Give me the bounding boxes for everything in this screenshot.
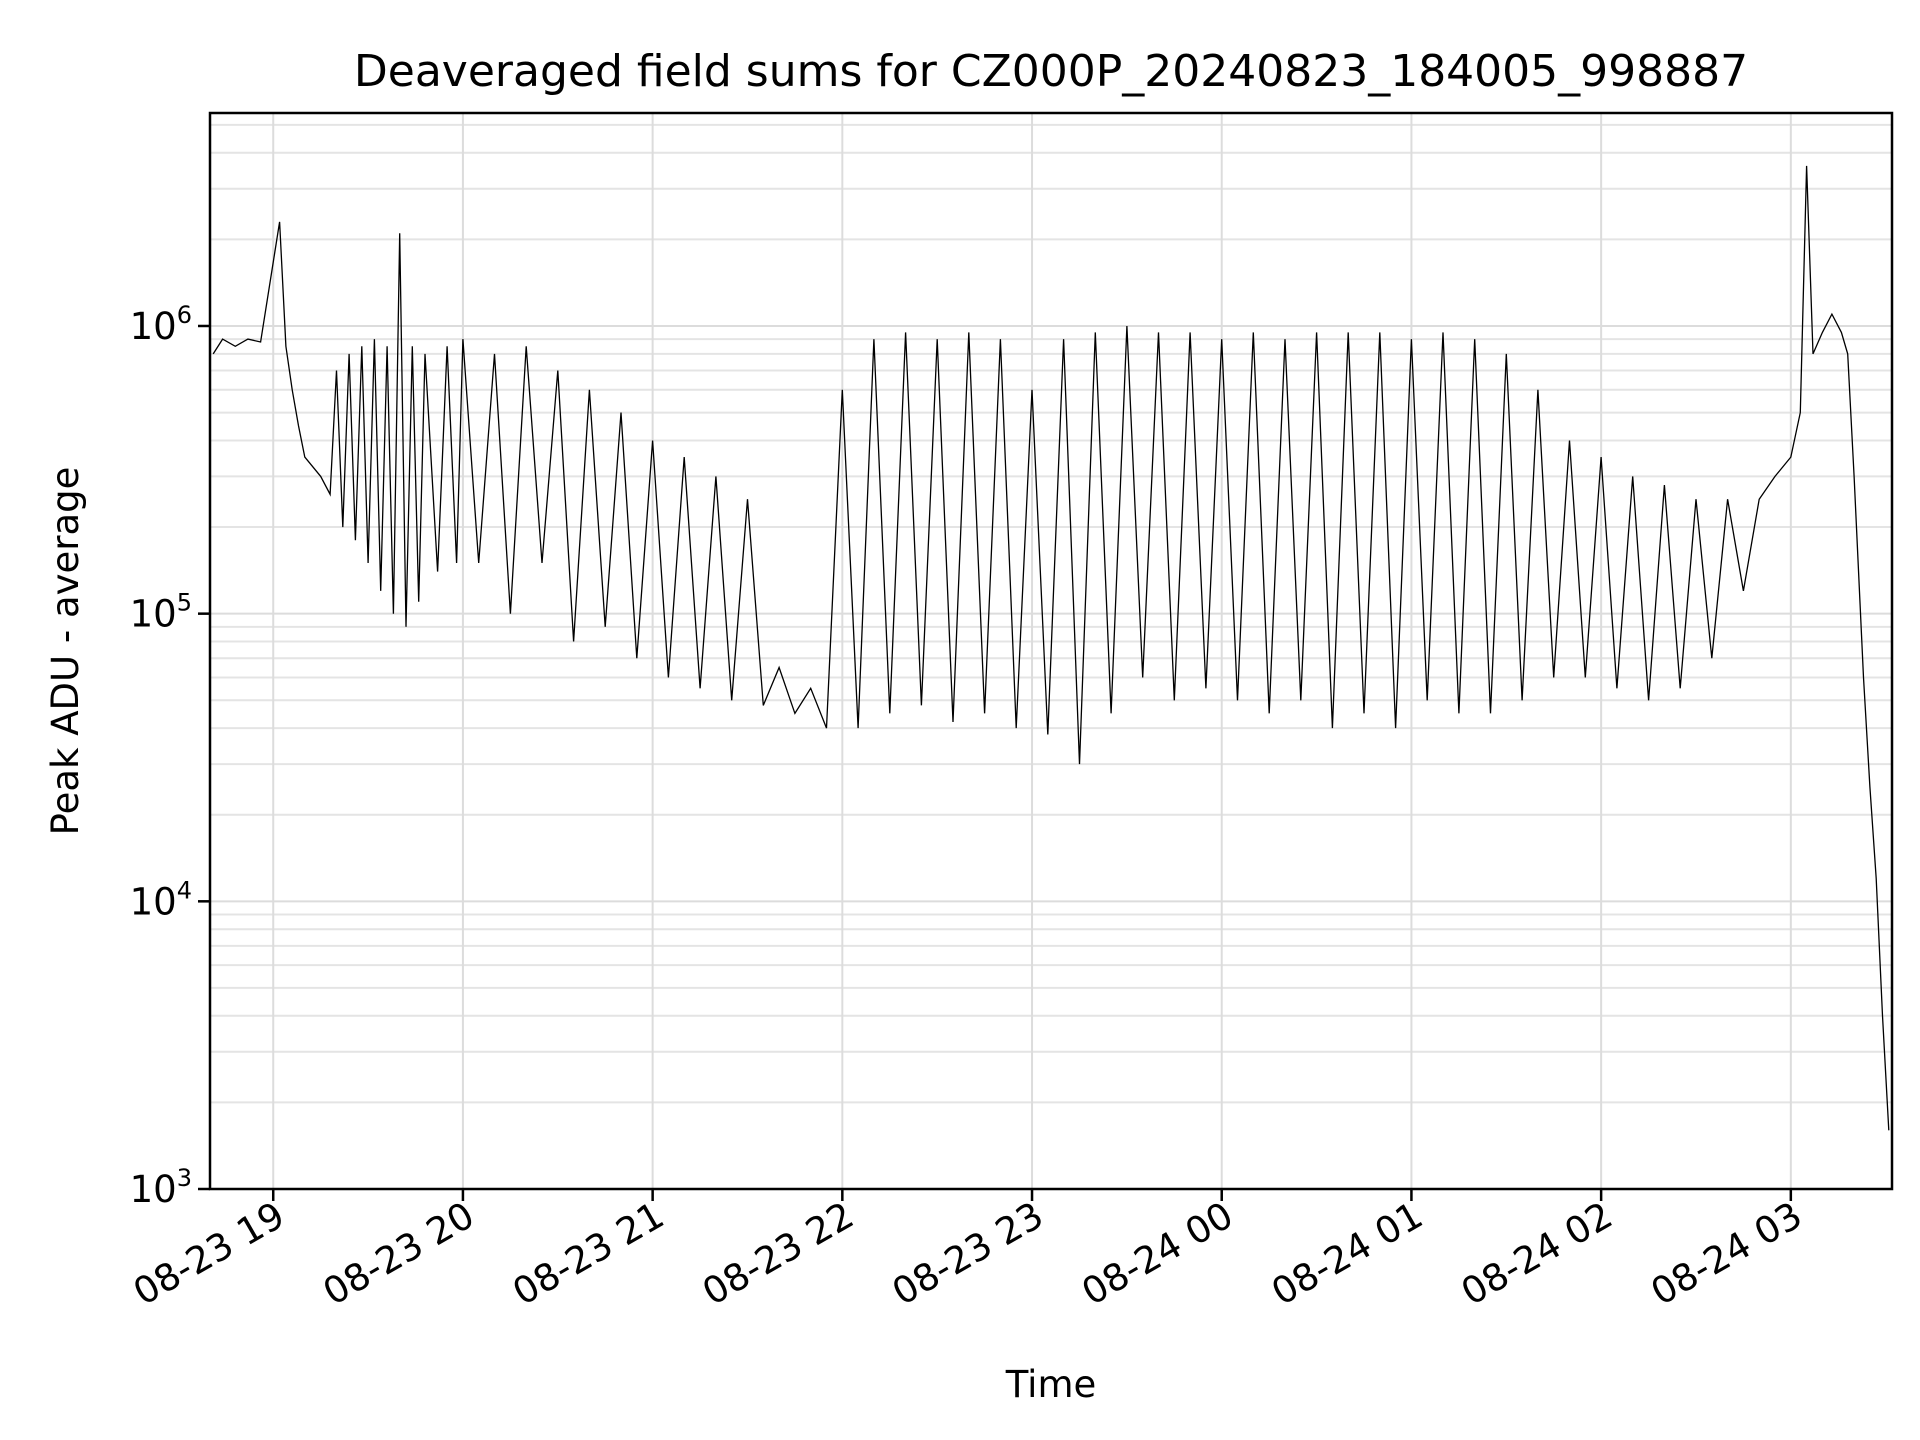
y-tick-exponent: 5 [177,589,192,617]
y-tick-label: 105 [130,589,192,636]
y-tick-exponent: 4 [177,876,192,904]
x-tick-label: 08-24 01 [1264,1194,1430,1314]
x-tick-label: 08-24 00 [1075,1194,1241,1314]
y-tick-exponent: 3 [177,1164,192,1192]
x-axis-ticks: 08-23 19 08-23 20 08-23 21 08-23 22 08-23 23… [126,1189,1809,1314]
y-tick-label: 106 [130,301,192,348]
chart-title: Deaveraged field sums for CZ000P_2024082… [354,46,1748,97]
x-tick-label: 08-23 22 [695,1194,861,1314]
x-tick-label: 08-23 23 [885,1194,1051,1314]
x-tick-label: 08-23 20 [316,1194,482,1314]
x-tick-label: 08-23 21 [506,1194,672,1314]
y-tick-label: 104 [130,876,192,923]
x-tick-label: 08-23 19 [126,1194,292,1314]
x-axis-label: Time [1005,1363,1097,1406]
y-tick-base: 10 [130,593,177,636]
x-tick-label: 08-24 03 [1644,1194,1810,1314]
y-tick-base: 10 [130,305,177,348]
series-line [212,165,1890,1131]
y-tick-label: 103 [130,1164,192,1211]
y-tick-exponent: 6 [177,301,192,329]
data-series [212,165,1890,1131]
plot-frame [208,111,1894,1191]
x-tick-label: 08-24 02 [1454,1194,1620,1314]
y-tick-base: 10 [130,1168,177,1211]
y-tick-base: 10 [130,880,177,923]
y-axis-label: Peak ADU - average [44,467,87,836]
